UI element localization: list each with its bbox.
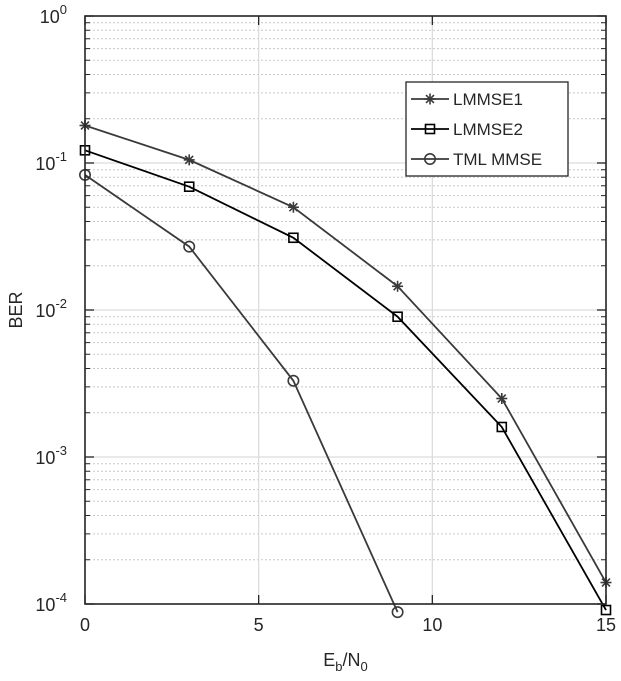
data-point-tml-mmse [391, 606, 404, 619]
data-point-lmmse1 [496, 393, 508, 405]
tick-labels: 100 10-1 10-2 10-3 10-4 0 5 10 15 [35, 2, 616, 635]
legend-label-tml-mmse: TML MMSE [453, 150, 542, 169]
legend-box [405, 81, 569, 177]
data-point-lmmse2 [600, 604, 612, 616]
x-tick-label: 15 [596, 615, 616, 635]
legend-marker-tml-mmse [423, 153, 436, 166]
y-axis-label: BER [6, 291, 26, 328]
minor-grid [85, 22, 606, 561]
x-tick-label: 0 [80, 615, 90, 635]
series-line-tml-mmse [84, 174, 399, 613]
x-axis-label: Eb/N0 [323, 650, 367, 674]
legend: LMMSE1 LMMSE2 TML MMSE [405, 81, 569, 177]
y-tick-label: 100 [40, 2, 67, 27]
y-tick-label: 10-2 [35, 296, 67, 321]
legend-marker-lmmse2 [424, 123, 436, 135]
series-line-lmmse1 [84, 124, 607, 583]
data-point-lmmse1 [287, 201, 299, 213]
y-tick-label: 10-4 [35, 590, 67, 615]
y-tick-label: 10-1 [35, 149, 67, 174]
x-tick-label: 10 [422, 615, 442, 635]
y-tick-label: 10-3 [35, 443, 67, 468]
data-point-tml-mmse [287, 374, 300, 387]
x-tick-label: 5 [254, 615, 264, 635]
series-line-lmmse2 [84, 149, 607, 611]
data-point-lmmse2 [496, 421, 508, 433]
data-point-lmmse2 [183, 181, 195, 192]
legend-label-lmmse2: LMMSE2 [453, 120, 523, 139]
series-layer [79, 119, 612, 619]
data-point-tml-mmse [183, 240, 196, 253]
legend-label-lmmse1: LMMSE1 [453, 90, 523, 109]
tick-marks [84, 15, 607, 605]
data-point-lmmse1 [392, 280, 404, 292]
data-point-lmmse1 [183, 154, 195, 166]
data-point-lmmse2 [392, 311, 403, 323]
legend-marker-lmmse1 [424, 93, 436, 105]
data-point-lmmse2 [288, 232, 299, 244]
